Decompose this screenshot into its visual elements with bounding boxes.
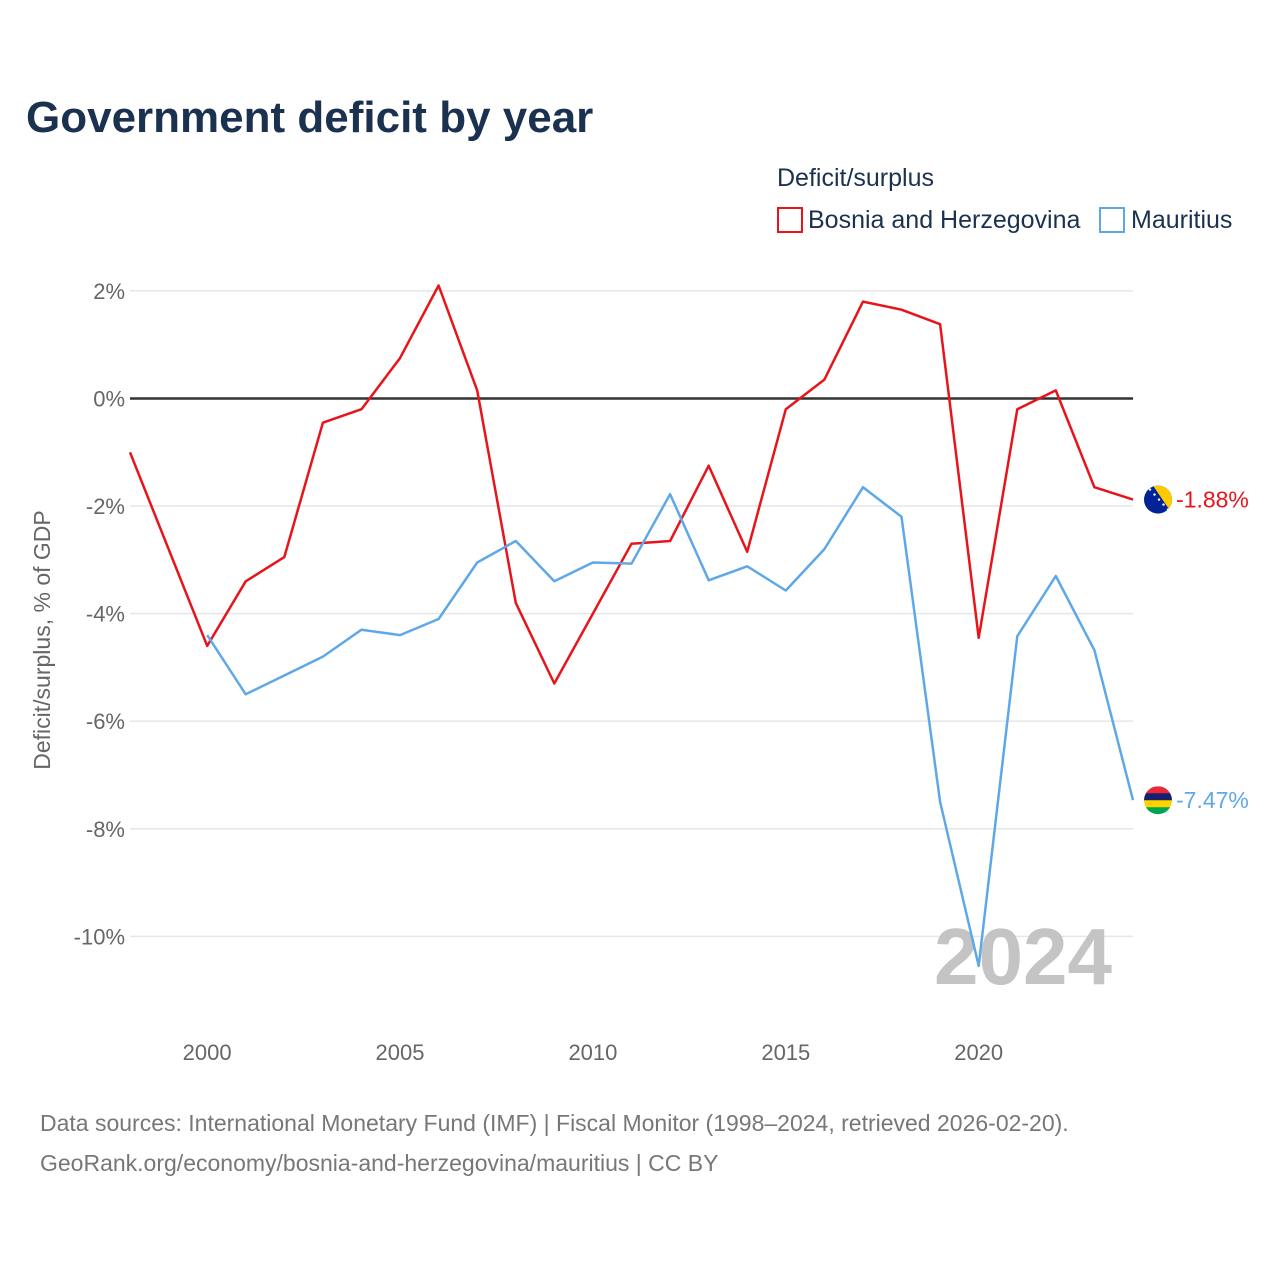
grid [130, 290, 1133, 938]
credit-note: GeoRank.org/economy/bosnia-and-herzegovi… [40, 1150, 718, 1176]
chart-title: Government deficit by year [26, 93, 593, 142]
y-tick-label: -6% [86, 709, 125, 734]
end-markers: -1.88% -7.47% [1144, 485, 1249, 815]
y-tick-label: 2% [93, 279, 125, 304]
legend-label-bosnia: Bosnia and Herzegovina [808, 206, 1080, 234]
y-tick-label: -8% [86, 817, 125, 842]
end-value-label: -1.88% [1176, 487, 1249, 513]
x-axis-ticks: 2000 2005 2010 2015 2020 [183, 1040, 1003, 1065]
mauritius-flag-icon [1144, 786, 1172, 815]
legend-title: Deficit/surplus [777, 164, 934, 192]
y-tick-label: 0% [93, 386, 125, 411]
legend-swatch-bosnia [777, 207, 803, 233]
source-note: Data sources: International Monetary Fun… [40, 1110, 1069, 1136]
y-axis-ticks: 2% 0% -2% -4% -6% -8% -10% [74, 279, 125, 949]
legend-label-mauritius: Mauritius [1131, 206, 1232, 234]
y-tick-label: -10% [74, 924, 125, 949]
x-tick-label: 2000 [183, 1040, 232, 1065]
y-tick-label: -2% [86, 494, 125, 519]
legend-item-mauritius[interactable]: Mauritius [1099, 206, 1232, 234]
legend-item-bosnia[interactable]: Bosnia and Herzegovina [777, 206, 1080, 234]
legend: Bosnia and Herzegovina Mauritius [777, 206, 1232, 234]
x-tick-label: 2015 [761, 1040, 810, 1065]
series-line-mauritius [206, 485, 1135, 968]
year-watermark: 2024 [934, 912, 1112, 1001]
y-tick-label: -4% [86, 602, 125, 627]
end-value-label: -7.47% [1176, 787, 1249, 813]
x-tick-label: 2005 [376, 1040, 425, 1065]
x-tick-label: 2020 [954, 1040, 1003, 1065]
y-axis-label: Deficit/surplus, % of GDP [29, 510, 55, 769]
bosnia-flag-icon [1144, 485, 1172, 514]
legend-swatch-mauritius [1099, 207, 1125, 233]
x-tick-label: 2010 [568, 1040, 617, 1065]
series-lines [128, 284, 1135, 968]
series-line-bosnia-and-herzegovina [128, 284, 1134, 685]
